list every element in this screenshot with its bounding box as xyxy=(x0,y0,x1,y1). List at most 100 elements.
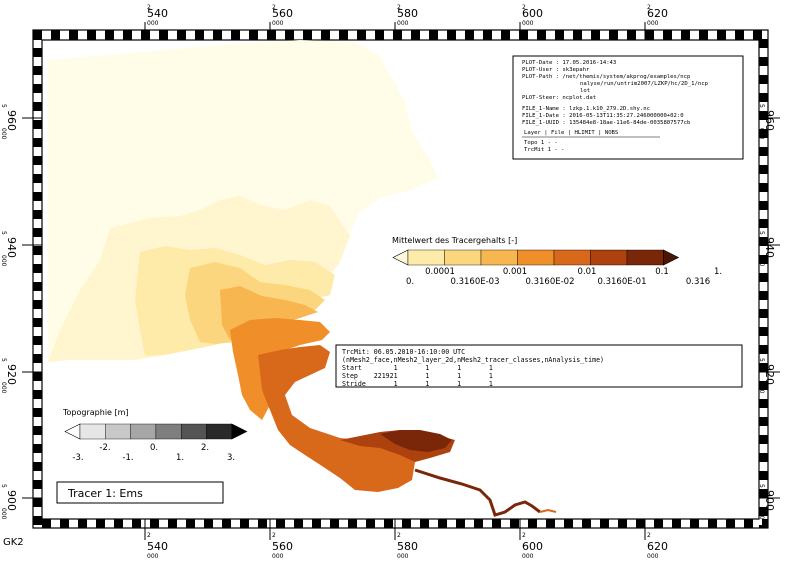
frame-segment xyxy=(759,453,768,462)
frame-segment xyxy=(645,30,654,40)
frame-segment xyxy=(690,519,699,528)
tracer-label-lower: 0.3160E-01 xyxy=(598,277,647,287)
frame-segment xyxy=(759,147,768,156)
frame-segment xyxy=(759,525,768,528)
frame-segment xyxy=(528,519,537,528)
info-plot-steer: PLOT-Steer: ncplot.dat xyxy=(522,95,596,101)
frame-segment xyxy=(33,462,42,471)
x-tick-sub: 000 xyxy=(522,553,534,560)
domain-dark xyxy=(380,430,452,452)
y-tick-top: 5 xyxy=(0,358,7,362)
info-plot-user: PLOT-User : sk3epahr xyxy=(522,67,590,73)
frame-segment xyxy=(759,39,768,48)
topo-bar-cell xyxy=(180,423,207,440)
domain-orange-2 xyxy=(230,318,330,420)
frame-segment xyxy=(564,519,573,528)
frame-segment xyxy=(759,381,768,390)
topo-bar-left-arrow xyxy=(64,423,81,440)
y-tick-sub: 000 xyxy=(0,382,7,394)
x-tick-sub: 000 xyxy=(522,20,534,27)
info-row-topo: Topo 1 - - xyxy=(524,140,558,146)
frame-segment xyxy=(366,519,375,528)
frame-segment xyxy=(759,489,768,498)
frame-segment xyxy=(618,519,627,528)
frame-segment xyxy=(672,519,681,528)
frame-segment xyxy=(708,519,717,528)
frame-segment xyxy=(249,30,258,40)
frame-segment xyxy=(759,129,768,138)
x-tick-label: 540 xyxy=(147,540,168,553)
frame-segment xyxy=(159,30,168,40)
frame-segment xyxy=(759,165,768,174)
frame-segment xyxy=(33,426,42,435)
frame-segment xyxy=(609,30,618,40)
x-tick-top: 2 xyxy=(397,4,401,11)
frame-segment xyxy=(258,519,267,528)
frame-segment xyxy=(33,516,42,525)
time-line-3: Start 1 1 1 1 xyxy=(342,364,493,372)
frame-segment xyxy=(96,519,105,528)
frame-segment xyxy=(33,102,42,111)
frame-segment xyxy=(33,174,42,183)
frame-segment xyxy=(483,30,492,40)
frame-segment xyxy=(33,300,42,309)
tracer-bar-right-arrow xyxy=(663,249,680,266)
x-tick-top: 2 xyxy=(147,4,151,11)
frame-segment xyxy=(33,210,42,219)
info-plot-date: PLOT-Date : 17.05.2016-14:43 xyxy=(522,60,616,66)
frame-segment xyxy=(114,519,123,528)
frame-segment xyxy=(600,519,609,528)
y-tick-top: 5 xyxy=(0,231,7,235)
y-tick-sub: 000 xyxy=(758,255,765,267)
frame-segment xyxy=(735,30,744,40)
frame-segment xyxy=(33,84,42,93)
frame-segment xyxy=(573,30,582,40)
frame-segment xyxy=(384,519,393,528)
x-tick-sub: 000 xyxy=(647,553,659,560)
frame-segment xyxy=(759,417,768,426)
frame-segment xyxy=(759,75,768,84)
y-tick-label: 960 xyxy=(5,110,18,131)
tracer-label-box: Tracer 1: Ems xyxy=(56,481,224,504)
frame-segment xyxy=(33,264,42,273)
x-tick-label: 620 xyxy=(647,7,668,20)
frame-segment xyxy=(33,48,42,57)
frame-segment xyxy=(510,519,519,528)
frame-segment xyxy=(393,30,402,40)
frame-segment xyxy=(33,156,42,165)
frame-segment xyxy=(51,30,60,40)
frame-segment xyxy=(663,30,672,40)
tracer-colorbar xyxy=(392,249,680,266)
frame-segment xyxy=(186,519,195,528)
frame-segment xyxy=(759,57,768,66)
tracer-label-lower: 0.3160E-03 xyxy=(451,277,500,287)
frame-segment xyxy=(474,519,483,528)
frame-segment xyxy=(555,30,564,40)
frame-segment xyxy=(636,519,645,528)
frame-segment xyxy=(33,192,42,201)
frame-segment xyxy=(303,30,312,40)
frame-segment xyxy=(753,30,762,40)
topo-colorbar xyxy=(64,423,248,440)
topo-bar-cell xyxy=(206,423,232,440)
frame-segment xyxy=(726,519,735,528)
time-info-box: TrcMit: 06.05.2010-16:10:00 UTC (nMesh2_… xyxy=(335,344,743,388)
frame-ticks: 2540000254000025600002560000258000025800… xyxy=(0,4,780,560)
info-row-trcmit: TrcMit 1 - - xyxy=(524,147,564,153)
y-tick-top: 5 xyxy=(758,104,765,108)
frame-segment xyxy=(33,372,42,381)
frame-segment xyxy=(78,519,87,528)
y-tick-sub: 000 xyxy=(0,255,7,267)
topo-legend-labels: -2. 0. 2. -3. -1. 1. 3. xyxy=(72,443,235,463)
frame-segment xyxy=(759,255,768,264)
x-tick-top: 2 xyxy=(397,532,401,539)
frame-segment xyxy=(759,183,768,192)
y-tick-label: 960 xyxy=(763,110,776,131)
topo-label-upper: 2. xyxy=(201,443,209,453)
frame-segment xyxy=(33,138,42,147)
frame-segment xyxy=(744,519,753,528)
x-tick-label: 540 xyxy=(147,7,168,20)
